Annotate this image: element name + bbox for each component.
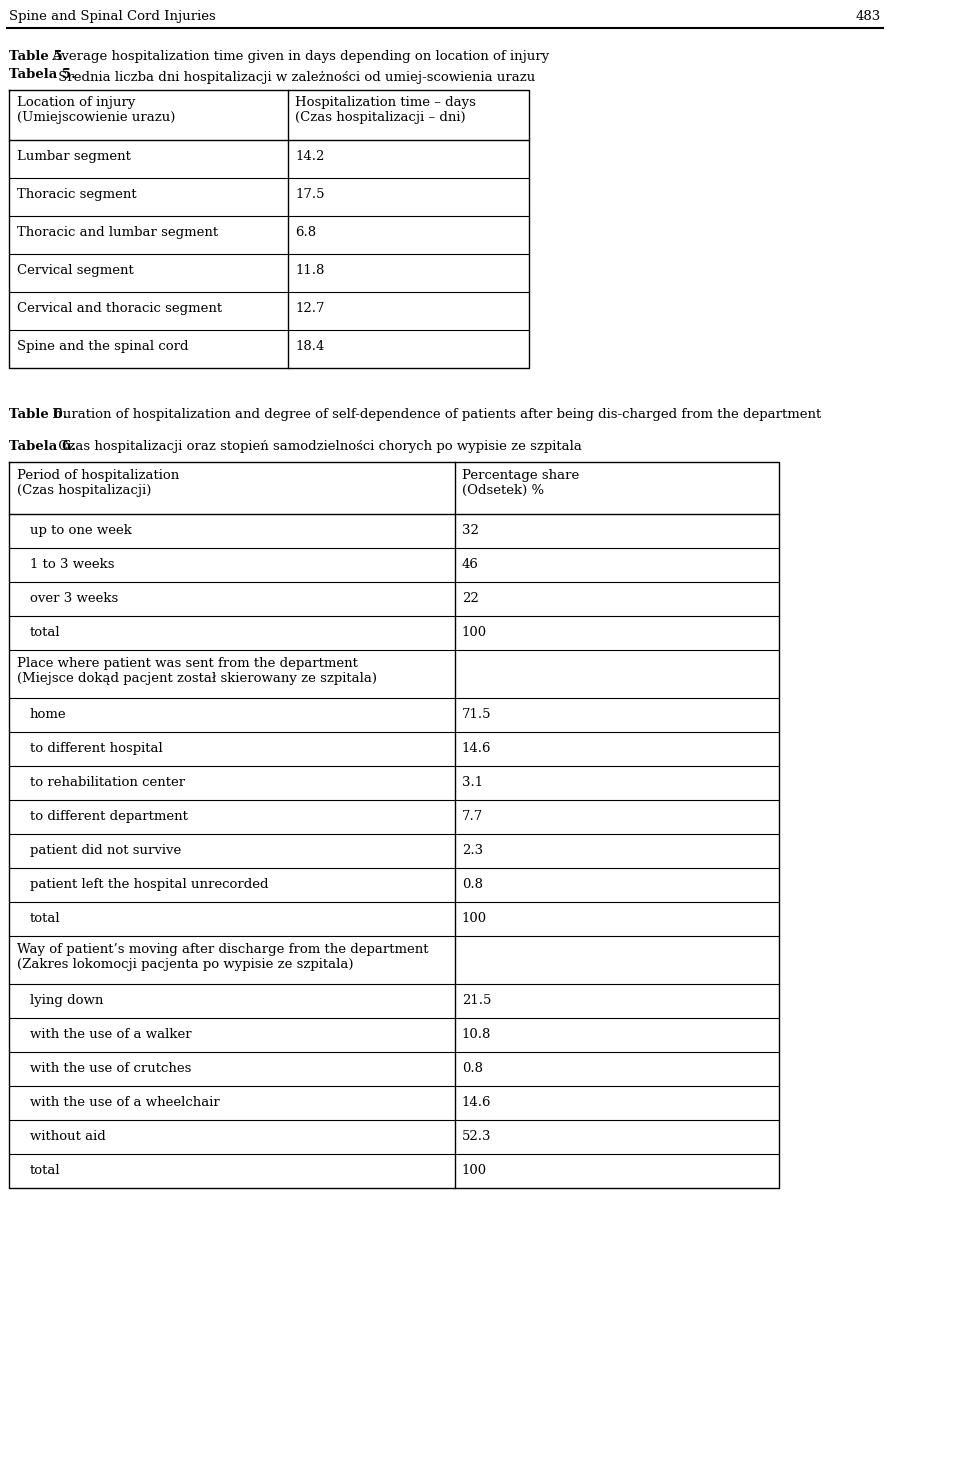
Text: 3.1: 3.1 [462,776,483,789]
Text: Tabela 6.: Tabela 6. [10,440,76,453]
Text: total: total [30,625,60,639]
Text: Hospitalization time – days
(Czas hospitalizacji – dni): Hospitalization time – days (Czas hospit… [295,96,476,124]
Text: without aid: without aid [30,1130,106,1143]
Text: 1 to 3 weeks: 1 to 3 weeks [30,558,114,572]
Text: total: total [30,913,60,924]
Text: patient left the hospital unrecorded: patient left the hospital unrecorded [30,878,268,891]
Text: to different hospital: to different hospital [30,742,162,755]
Text: with the use of crutches: with the use of crutches [30,1061,191,1075]
Text: 0.8: 0.8 [462,1061,483,1075]
Text: 483: 483 [856,10,881,23]
Text: Percentage share
(Odsetek) %: Percentage share (Odsetek) % [462,469,579,497]
Text: 14.6: 14.6 [462,1096,492,1110]
Text: Duration of hospitalization and degree of self-dependence of patients after bein: Duration of hospitalization and degree o… [48,408,822,421]
Text: 18.4: 18.4 [295,340,324,353]
Text: 71.5: 71.5 [462,709,492,722]
Text: Cervical and thoracic segment: Cervical and thoracic segment [16,302,222,315]
Text: Średnia liczba dni hospitalizacji w zależności od umiej-scowienia urazu: Średnia liczba dni hospitalizacji w zale… [54,69,535,83]
Text: 14.2: 14.2 [295,150,324,163]
Text: to different department: to different department [30,811,187,822]
Text: 11.8: 11.8 [295,264,324,277]
Text: home: home [30,709,66,722]
Text: lying down: lying down [30,994,103,1007]
Text: 6.8: 6.8 [295,226,316,239]
Text: Place where patient was sent from the department
(Miejsce dokąd pacjent został s: Place where patient was sent from the de… [16,658,376,685]
Text: 100: 100 [462,625,487,639]
Text: 14.6: 14.6 [462,742,492,755]
Text: 52.3: 52.3 [462,1130,492,1143]
Text: with the use of a wheelchair: with the use of a wheelchair [30,1096,220,1110]
Text: Cervical segment: Cervical segment [16,264,133,277]
Text: Table 6.: Table 6. [10,408,67,421]
Text: up to one week: up to one week [30,523,132,537]
Text: 7.7: 7.7 [462,811,483,822]
Text: 0.8: 0.8 [462,878,483,891]
Text: patient did not survive: patient did not survive [30,844,180,857]
Text: to rehabilitation center: to rehabilitation center [30,776,185,789]
Text: 22: 22 [462,592,479,605]
Text: Period of hospitalization
(Czas hospitalizacji): Period of hospitalization (Czas hospital… [16,469,179,497]
Text: over 3 weeks: over 3 weeks [30,592,118,605]
Text: Tabela 5.: Tabela 5. [10,69,76,82]
Text: 12.7: 12.7 [295,302,324,315]
Text: Way of patient’s moving after discharge from the department
(Zakres lokomocji pa: Way of patient’s moving after discharge … [16,943,428,971]
Text: Thoracic and lumbar segment: Thoracic and lumbar segment [16,226,218,239]
Text: 10.8: 10.8 [462,1028,492,1041]
Text: Lumbar segment: Lumbar segment [16,150,131,163]
Text: Czas hospitalizacji oraz stopień samodzielności chorych po wypisie ze szpitala: Czas hospitalizacji oraz stopień samodzi… [54,440,582,453]
Text: Spine and Spinal Cord Injuries: Spine and Spinal Cord Injuries [10,10,216,23]
Text: Thoracic segment: Thoracic segment [16,188,136,201]
Text: Spine and the spinal cord: Spine and the spinal cord [16,340,188,353]
Text: 46: 46 [462,558,479,572]
Text: with the use of a walker: with the use of a walker [30,1028,191,1041]
Text: 100: 100 [462,1163,487,1177]
Text: Table 5.: Table 5. [10,50,67,63]
Text: total: total [30,1163,60,1177]
Text: 17.5: 17.5 [295,188,324,201]
Text: Average hospitalization time given in days depending on location of injury: Average hospitalization time given in da… [48,50,549,63]
Text: 32: 32 [462,523,479,537]
Text: 21.5: 21.5 [462,994,492,1007]
Text: Location of injury
(Umiejscowienie urazu): Location of injury (Umiejscowienie urazu… [16,96,175,124]
Text: 2.3: 2.3 [462,844,483,857]
Text: 100: 100 [462,913,487,924]
